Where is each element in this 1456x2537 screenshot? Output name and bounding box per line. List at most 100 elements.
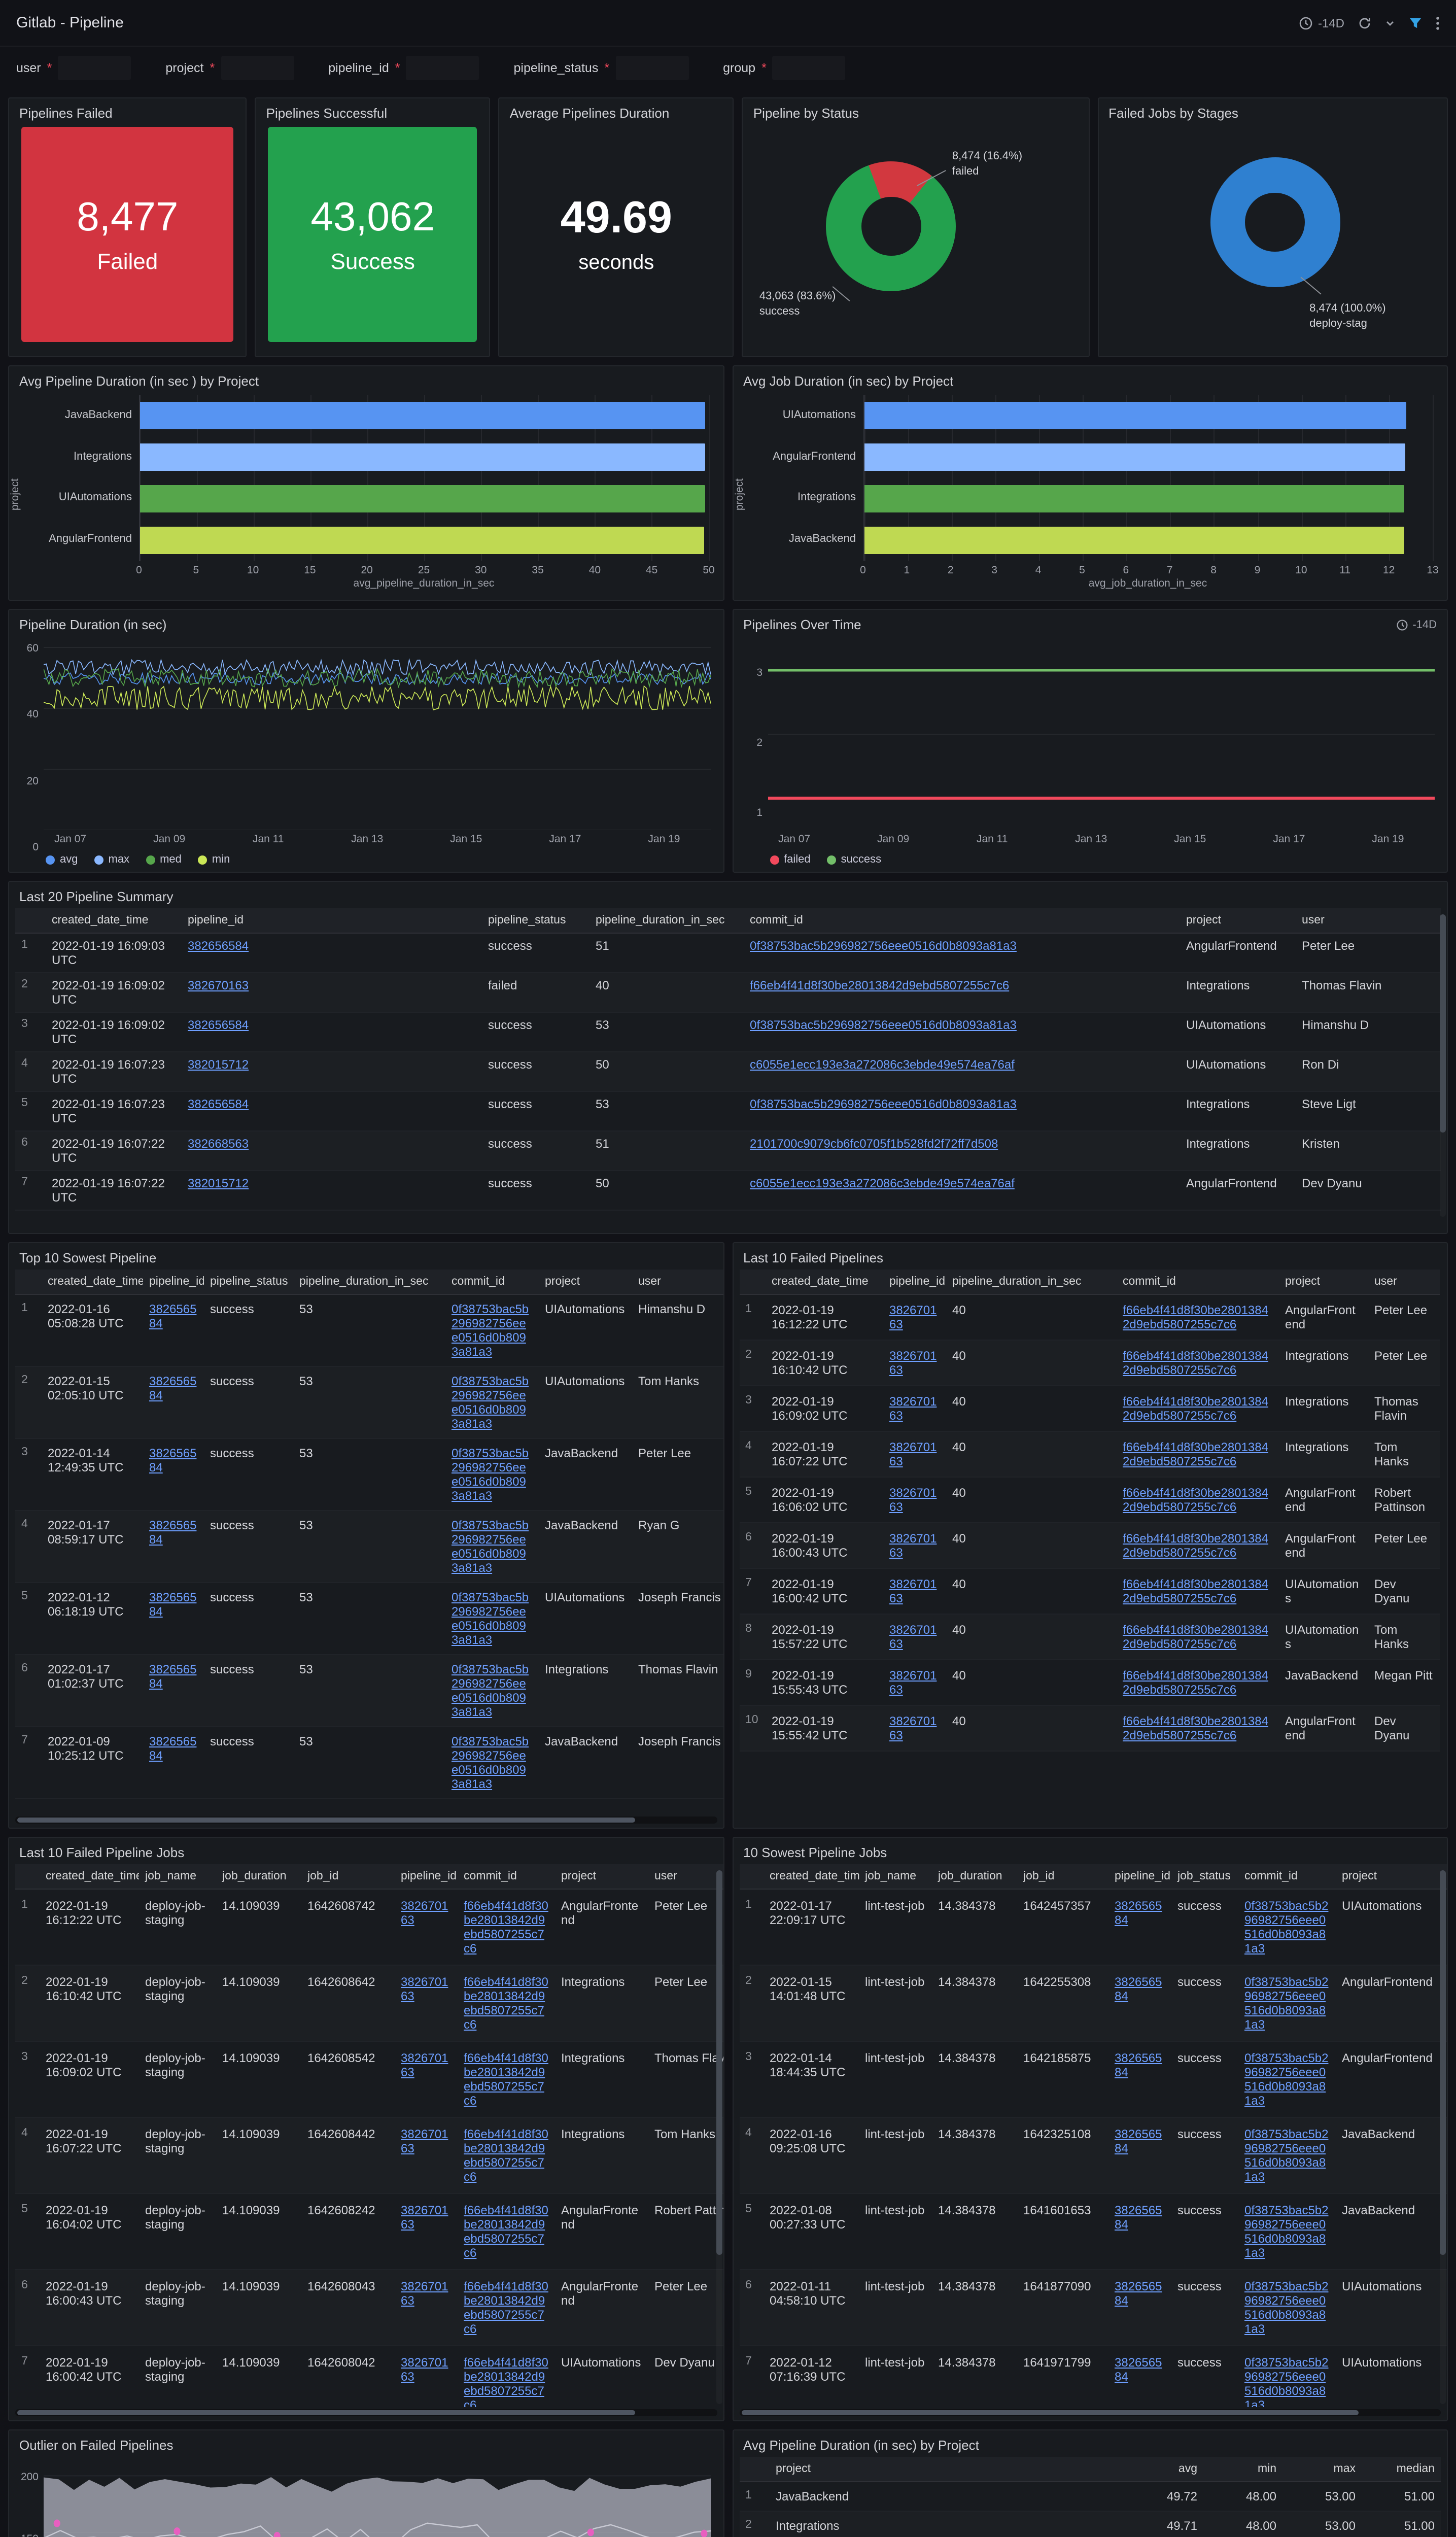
cell-link[interactable]: 0f38753bac5b296982756eee0516d0b8093a81a3 [1244,2355,1329,2407]
vertical-scrollbar[interactable] [1440,1870,1446,2404]
cell-link[interactable]: f66eb4f41d8f30be28013842d9ebd5807255c7c6 [464,2355,548,2407]
cell-link[interactable]: 0f38753bac5b296982756eee0516d0b8093a81a3 [1244,1975,1329,2032]
column-header-project[interactable]: project [770,2457,1124,2482]
column-header-pipeline_duration_in_sec[interactable]: pipeline_duration_in_sec [946,1270,1117,1295]
panel-title[interactable]: Pipeline Duration (in sec) [19,617,167,632]
cell-link[interactable]: f66eb4f41d8f30be28013842d9ebd5807255c7c6 [1123,1394,1268,1423]
cell-link[interactable]: 382656584 [1115,2279,1162,2308]
cell-link[interactable]: f66eb4f41d8f30be28013842d9ebd5807255c7c6 [1123,1531,1268,1560]
cell-link[interactable]: 382670163 [401,2279,448,2308]
cell-link[interactable]: 0f38753bac5b296982756eee0516d0b8093a81a3 [452,1662,529,1719]
cell-link[interactable]: 382670163 [401,1899,448,1927]
variable-pipeline-id[interactable]: pipeline_id * [328,56,479,80]
column-header-pipeline_id[interactable]: pipeline_id [143,1270,204,1295]
time-range-control[interactable]: -14D [1299,16,1344,30]
column-header-median[interactable]: median [1362,2457,1441,2482]
panel-title[interactable]: Average Pipelines Duration [509,106,670,121]
cell-link[interactable]: 382656584 [149,1518,197,1547]
column-header-project[interactable]: project [1180,908,1296,934]
cell-link[interactable]: f66eb4f41d8f30be28013842d9ebd5807255c7c6 [1123,1714,1268,1742]
vertical-scrollbar[interactable] [1440,914,1446,1217]
cell-link[interactable]: 0f38753bac5b296982756eee0516d0b8093a81a3 [1244,2203,1329,2260]
column-header-job_duration[interactable]: job_duration [932,1864,1017,1890]
panel-title[interactable]: Outlier on Failed Pipelines [19,2438,174,2453]
column-header-project[interactable]: project [555,1864,648,1890]
column-header-commit_id[interactable]: commit_id [1117,1270,1279,1295]
column-header-max[interactable]: max [1282,2457,1362,2482]
column-header-user[interactable]: user [1296,908,1441,934]
column-header-job_duration[interactable]: job_duration [216,1864,301,1890]
cell-link[interactable]: 382656584 [149,1734,197,1763]
cell-link[interactable]: 0f38753bac5b296982756eee0516d0b8093a81a3 [1244,2127,1329,2184]
cell-link[interactable]: c6055e1ecc193e3a272086c3ebde49e574ea76af [750,1176,1015,1190]
cell-link[interactable]: 382656584 [1115,1899,1162,1927]
refresh-button[interactable] [1358,16,1372,30]
cell-link[interactable]: 382670163 [889,1303,937,1331]
cell-link[interactable]: 382670163 [401,1975,448,2003]
cell-link[interactable]: 0f38753bac5b296982756eee0516d0b8093a81a3 [452,1590,529,1647]
column-header-created_date_time[interactable]: created_date_time [764,1864,859,1890]
panel-title[interactable]: Pipelines Successful [266,106,388,121]
cell-link[interactable]: 382656584 [188,1018,249,1032]
legend-item-max[interactable]: max [94,853,129,866]
cell-link[interactable]: f66eb4f41d8f30be28013842d9ebd5807255c7c6 [464,2127,548,2184]
column-header-job_name[interactable]: job_name [139,1864,216,1890]
cell-link[interactable]: 0f38753bac5b296982756eee0516d0b8093a81a3 [750,1097,1017,1111]
cell-link[interactable]: 382656584 [149,1302,197,1330]
cell-link[interactable]: f66eb4f41d8f30be28013842d9ebd5807255c7c6 [1123,1349,1268,1377]
cell-link[interactable]: 0f38753bac5b296982756eee0516d0b8093a81a3 [750,939,1017,953]
column-header-job_id[interactable]: job_id [301,1864,395,1890]
cell-link[interactable]: f66eb4f41d8f30be28013842d9ebd5807255c7c6 [1123,1668,1268,1697]
panel-title[interactable]: Failed Jobs by Stages [1108,106,1238,121]
cell-link[interactable]: 382670163 [889,1714,937,1742]
cell-link[interactable]: 0f38753bac5b296982756eee0516d0b8093a81a3 [452,1446,529,1503]
cell-link[interactable]: f66eb4f41d8f30be28013842d9ebd5807255c7c6 [464,2051,548,2108]
kebab-menu-button[interactable] [1436,16,1440,30]
legend-item-failed[interactable]: failed [770,853,811,866]
cell-link[interactable]: 382670163 [401,2051,448,2079]
cell-link[interactable]: 382656584 [1115,2127,1162,2155]
horizontal-scrollbar[interactable] [15,1816,717,1824]
cell-link[interactable]: 382015712 [188,1176,249,1190]
column-header-commit_id[interactable]: commit_id [744,908,1180,934]
cell-link[interactable]: 382656584 [149,1374,197,1402]
column-header-project[interactable]: project [1336,1864,1447,1890]
cell-link[interactable]: f66eb4f41d8f30be28013842d9ebd5807255c7c6 [1123,1577,1268,1605]
cell-link[interactable]: 382670163 [889,1440,937,1468]
column-header-job_status[interactable]: job_status [1171,1864,1238,1890]
cell-link[interactable]: f66eb4f41d8f30be28013842d9ebd5807255c7c6 [464,1975,548,2032]
column-header-created_date_time[interactable]: created_date_time [40,1864,139,1890]
panel-title[interactable]: Last 10 Failed Pipelines [743,1250,884,1265]
panel-title[interactable]: Avg Pipeline Duration (in sec ) by Proje… [19,373,259,389]
column-header-created_date_time[interactable]: created_date_time [766,1270,883,1295]
cell-link[interactable]: 382670163 [401,2127,448,2155]
cell-link[interactable]: 382670163 [188,978,249,992]
column-header-pipeline_status[interactable]: pipeline_status [482,908,590,934]
variable-project[interactable]: project * [165,56,294,80]
refresh-interval-dropdown[interactable] [1385,18,1395,28]
cell-link[interactable]: f66eb4f41d8f30be28013842d9ebd5807255c7c6 [464,2279,548,2336]
variable-value-box[interactable] [58,56,131,80]
cell-link[interactable]: 382015712 [188,1057,249,1072]
cell-link[interactable]: 0f38753bac5b296982756eee0516d0b8093a81a3 [452,1734,529,1791]
legend-item-med[interactable]: med [146,853,182,866]
cell-link[interactable]: 382656584 [149,1590,197,1619]
cell-link[interactable]: 0f38753bac5b296982756eee0516d0b8093a81a3 [1244,1899,1329,1956]
cell-link[interactable]: 382670163 [401,2355,448,2384]
cell-link[interactable]: 382656584 [1115,2051,1162,2079]
variable-value-box[interactable] [615,56,688,80]
cell-link[interactable]: 382656584 [1115,2355,1162,2384]
column-header-user[interactable]: user [632,1270,723,1295]
panel-title[interactable]: Last 10 Failed Pipeline Jobs [19,1845,185,1860]
column-header-job_name[interactable]: job_name [859,1864,932,1890]
horizontal-scrollbar[interactable] [15,2409,717,2416]
cell-link[interactable]: f66eb4f41d8f30be28013842d9ebd5807255c7c6 [464,2203,548,2260]
horizontal-scrollbar[interactable] [739,2409,1441,2416]
legend-item-avg[interactable]: avg [46,853,78,866]
cell-link[interactable]: 382670163 [889,1349,937,1377]
panel-title[interactable]: 10 Sowest Pipeline Jobs [743,1845,887,1860]
cell-link[interactable]: 382670163 [401,2203,448,2232]
legend-item-min[interactable]: min [197,853,230,866]
filter-button[interactable] [1408,16,1423,30]
variable-pipeline-status[interactable]: pipeline_status * [514,56,689,80]
